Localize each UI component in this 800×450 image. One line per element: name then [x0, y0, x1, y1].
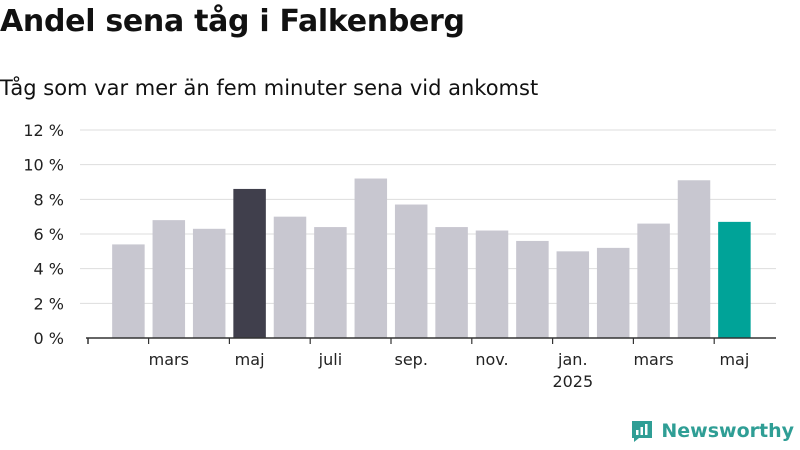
bar: [112, 244, 145, 338]
y-tick-label: 0 %: [34, 329, 64, 348]
bar-chart: 0 % 2 % 4 % 6 % 8 % 10 % 12 % mars maj juli sep. no…: [23, 121, 776, 391]
brand-logo: Newsworthy: [629, 418, 794, 444]
bar: [273, 216, 307, 338]
x-tick-label: maj: [235, 350, 265, 369]
y-tick-label: 4 %: [34, 260, 64, 279]
x-tick-label: jan.: [557, 350, 587, 369]
x-tick-sublabel: 2025: [552, 372, 593, 391]
x-tick-label: mars: [633, 350, 673, 369]
x-tick-label: mars: [149, 350, 189, 369]
bar: [637, 223, 670, 338]
x-tick-label: maj: [719, 350, 749, 369]
bar: [677, 180, 711, 338]
newsworthy-logo-icon: [632, 421, 653, 442]
x-tick-label: juli: [318, 350, 342, 369]
y-tick-label: 6 %: [34, 225, 64, 244]
x-tick-label: nov.: [475, 350, 508, 369]
chart-subtitle: Tåg som var mer än fem minuter sena vid …: [0, 76, 539, 100]
bar: [233, 188, 266, 338]
bar: [596, 247, 630, 338]
chart-title: Andel sena tåg i Falkenberg: [0, 4, 465, 39]
y-tick-label: 2 %: [34, 294, 64, 313]
bar: [394, 204, 428, 338]
y-tick-label: 8 %: [34, 190, 64, 209]
bar: [556, 251, 590, 338]
bar: [475, 230, 509, 338]
y-tick-label: 12 %: [23, 121, 64, 140]
bar: [314, 227, 347, 338]
y-tick-label: 10 %: [23, 156, 64, 175]
brand-name: Newsworthy: [661, 420, 794, 442]
bar: [152, 220, 186, 338]
bar: [354, 178, 388, 338]
x-tick-label: sep.: [394, 350, 427, 369]
bar: [718, 221, 751, 338]
bar: [192, 228, 226, 338]
bar: [435, 227, 468, 338]
bar: [516, 240, 549, 338]
